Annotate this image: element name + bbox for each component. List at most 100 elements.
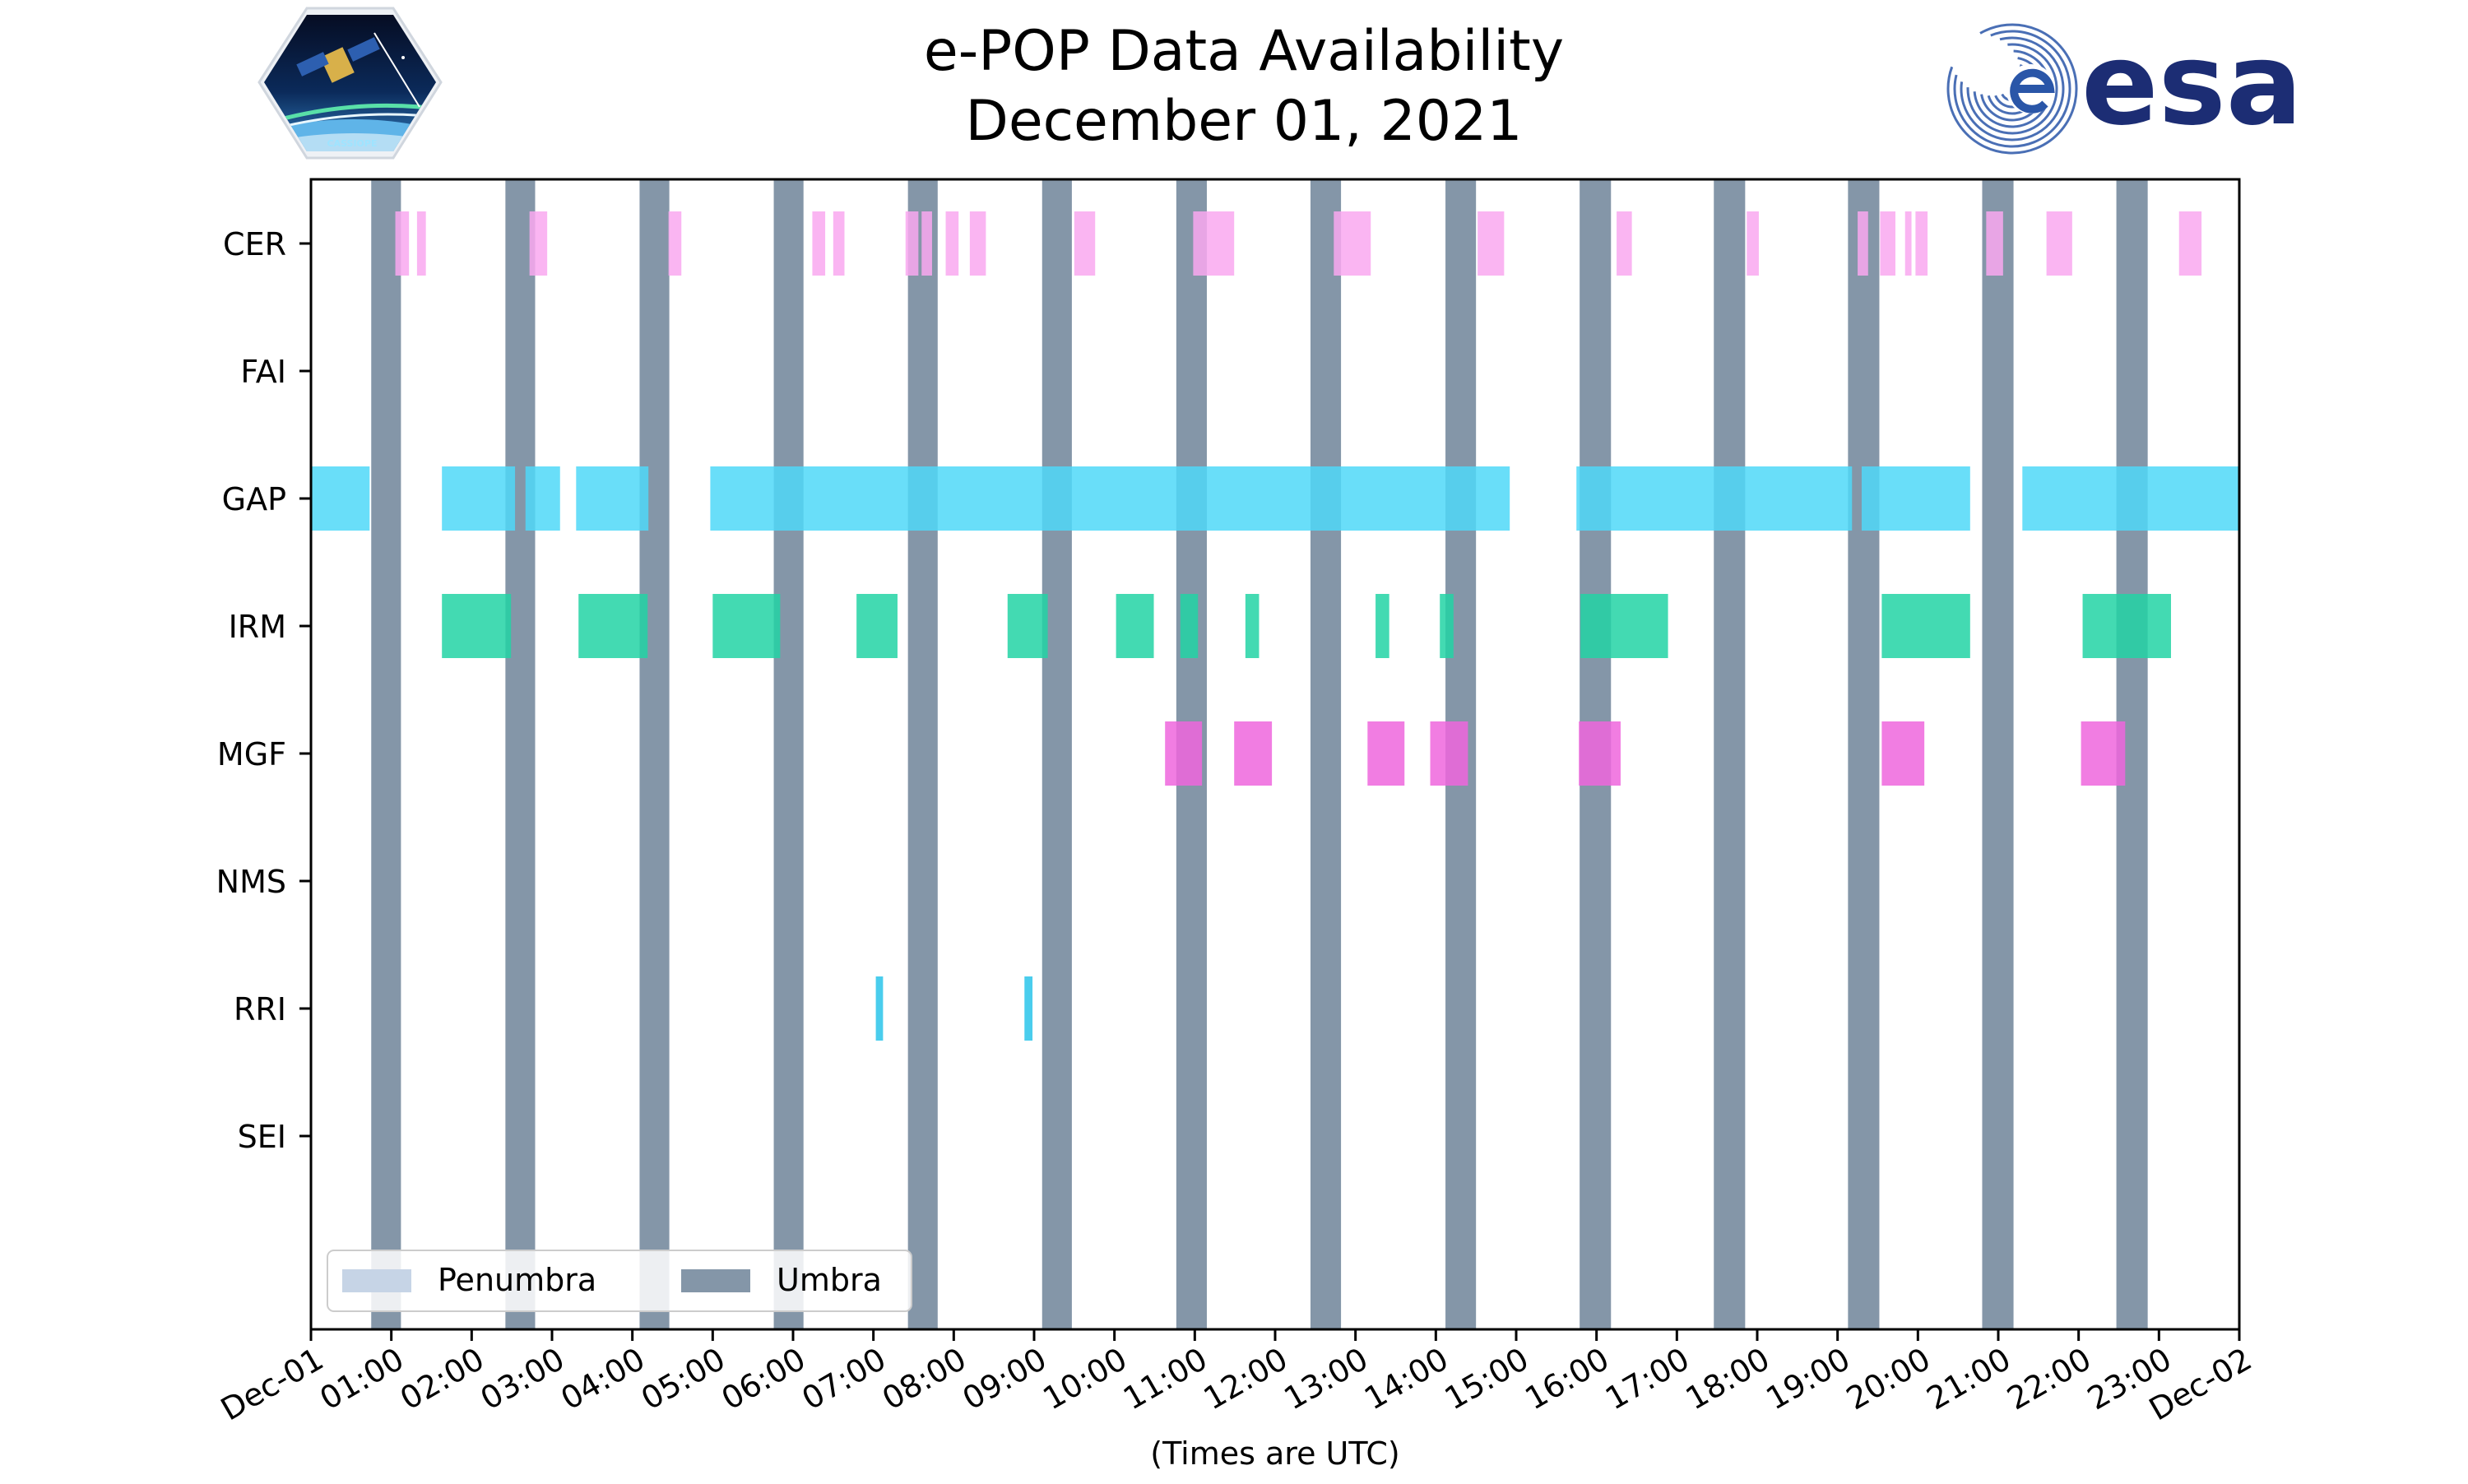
bar-cer-20 bbox=[1986, 211, 2003, 276]
x-tick-label-16: 16:00 bbox=[1519, 1341, 1615, 1417]
umbra-band-2 bbox=[639, 179, 670, 1329]
bar-mgf-2 bbox=[1367, 721, 1405, 786]
x-tick-label-9: 09:00 bbox=[957, 1341, 1053, 1417]
bar-irm-12 bbox=[2082, 594, 2171, 658]
x-tick-label-12: 12:00 bbox=[1198, 1341, 1294, 1417]
bar-cer-11 bbox=[1193, 211, 1235, 276]
bar-cer-6 bbox=[905, 211, 919, 276]
x-tick-label-22: 22:00 bbox=[2001, 1341, 2097, 1417]
x-tick-label-11: 11:00 bbox=[1117, 1341, 1213, 1417]
bar-mgf-1 bbox=[1234, 721, 1273, 786]
plot-frame bbox=[309, 178, 2241, 1331]
legend: Penumbra Umbra bbox=[327, 1250, 912, 1312]
bar-gap-6 bbox=[1861, 466, 1970, 531]
bar-cer-16 bbox=[1858, 211, 1868, 276]
bar-irm-3 bbox=[856, 594, 898, 658]
y-tick-label-fai: FAI bbox=[240, 354, 286, 390]
x-tick-label-18: 18:00 bbox=[1680, 1341, 1776, 1417]
bar-cer-2 bbox=[529, 211, 548, 276]
legend-penumbra-swatch bbox=[342, 1269, 411, 1292]
x-tick-label-1: 01:00 bbox=[313, 1341, 410, 1417]
bar-cer-13 bbox=[1478, 211, 1505, 276]
umbra-band-10 bbox=[1714, 179, 1746, 1329]
bar-irm-10 bbox=[1580, 594, 1668, 658]
bar-cer-19 bbox=[1915, 211, 1928, 276]
bar-mgf-4 bbox=[1579, 721, 1621, 786]
bar-irm-1 bbox=[578, 594, 648, 658]
umbra-band-4 bbox=[907, 179, 938, 1329]
x-tick-label-20: 20:00 bbox=[1840, 1341, 1937, 1417]
umbra-band-5 bbox=[1041, 179, 1072, 1329]
umbra-band-0 bbox=[371, 179, 401, 1329]
bar-mgf-6 bbox=[2081, 721, 2126, 786]
bar-irm-4 bbox=[1007, 594, 1048, 658]
x-tick-label-10: 10:00 bbox=[1037, 1341, 1133, 1417]
bar-cer-12 bbox=[1334, 211, 1371, 276]
umbra-band-3 bbox=[773, 179, 804, 1329]
bar-cer-9 bbox=[969, 211, 986, 276]
bar-cer-7 bbox=[921, 211, 932, 276]
bar-cer-22 bbox=[2178, 211, 2202, 276]
esa-swirl-icon bbox=[1946, 23, 2078, 155]
umbra-band-12 bbox=[1982, 179, 2014, 1329]
x-tick-label-5: 05:00 bbox=[635, 1341, 731, 1417]
bar-rri-0 bbox=[875, 976, 884, 1041]
bar-gap-4 bbox=[710, 466, 1510, 531]
x-tick-label-0: Dec-01 bbox=[215, 1341, 329, 1428]
bar-cer-0 bbox=[395, 211, 410, 276]
y-tick-label-sei: SEI bbox=[238, 1119, 286, 1155]
esa-logo-text: esa bbox=[2081, 18, 2303, 151]
bar-cer-3 bbox=[668, 211, 682, 276]
bar-cer-5 bbox=[833, 211, 845, 276]
x-tick-label-8: 08:00 bbox=[876, 1341, 972, 1417]
y-tick-label-cer: CER bbox=[223, 226, 286, 262]
x-tick-label-21: 21:00 bbox=[1921, 1341, 2017, 1417]
bar-cer-10 bbox=[1074, 211, 1096, 276]
chart-subtitle: December 01, 2021 bbox=[965, 89, 1522, 154]
x-axis: Dec-0101:0002:0003:0004:0005:0006:0007:0… bbox=[215, 1329, 2258, 1428]
bar-cer-8 bbox=[945, 211, 959, 276]
x-tick-label-13: 13:00 bbox=[1278, 1341, 1374, 1417]
availability-bars bbox=[311, 211, 2239, 1041]
bar-gap-5 bbox=[1576, 466, 1853, 531]
cassiope-logo: CASSIOPE bbox=[257, 7, 443, 160]
x-tick-label-3: 03:00 bbox=[475, 1341, 571, 1417]
bar-cer-21 bbox=[2046, 211, 2072, 276]
esa-logo: esa bbox=[1946, 18, 2303, 155]
x-tick-label-2: 02:00 bbox=[394, 1341, 490, 1417]
bar-irm-9 bbox=[1440, 594, 1454, 658]
y-tick-label-irm: IRM bbox=[229, 609, 286, 645]
cassiope-logo-text: CASSIOPE bbox=[327, 138, 378, 149]
bar-irm-5 bbox=[1116, 594, 1154, 658]
bar-irm-11 bbox=[1881, 594, 1970, 658]
bar-mgf-5 bbox=[1881, 721, 1925, 786]
bar-cer-15 bbox=[1747, 211, 1759, 276]
bar-irm-0 bbox=[442, 594, 512, 658]
bar-irm-8 bbox=[1375, 594, 1389, 658]
y-tick-label-nms: NMS bbox=[216, 864, 286, 900]
bar-irm-7 bbox=[1245, 594, 1260, 658]
y-tick-label-mgf: MGF bbox=[217, 736, 286, 772]
bar-rri-1 bbox=[1024, 976, 1033, 1041]
x-tick-label-14: 14:00 bbox=[1358, 1341, 1454, 1417]
x-tick-label-7: 07:00 bbox=[796, 1341, 892, 1417]
bar-gap-1 bbox=[442, 466, 516, 531]
umbra-band-7 bbox=[1310, 179, 1342, 1329]
bar-cer-14 bbox=[1617, 211, 1632, 276]
bar-cer-18 bbox=[1904, 211, 1912, 276]
bar-cer-4 bbox=[812, 211, 826, 276]
y-tick-label-rri: RRI bbox=[234, 991, 286, 1027]
bar-mgf-3 bbox=[1430, 721, 1468, 786]
bar-mgf-0 bbox=[1165, 721, 1203, 786]
umbra-bands bbox=[371, 179, 2148, 1329]
umbra-band-1 bbox=[505, 179, 536, 1329]
bar-gap-0 bbox=[311, 466, 370, 531]
bar-irm-2 bbox=[712, 594, 781, 658]
x-tick-label-15: 15:00 bbox=[1439, 1341, 1535, 1417]
y-axis: CER FAI GAP IRM MGF NMS RRI SEI bbox=[216, 226, 311, 1155]
x-tick-label-19: 19:00 bbox=[1760, 1341, 1856, 1417]
x-tick-label-4: 04:00 bbox=[554, 1341, 651, 1417]
y-tick-label-gap: GAP bbox=[222, 481, 286, 517]
bar-gap-3 bbox=[576, 466, 649, 531]
